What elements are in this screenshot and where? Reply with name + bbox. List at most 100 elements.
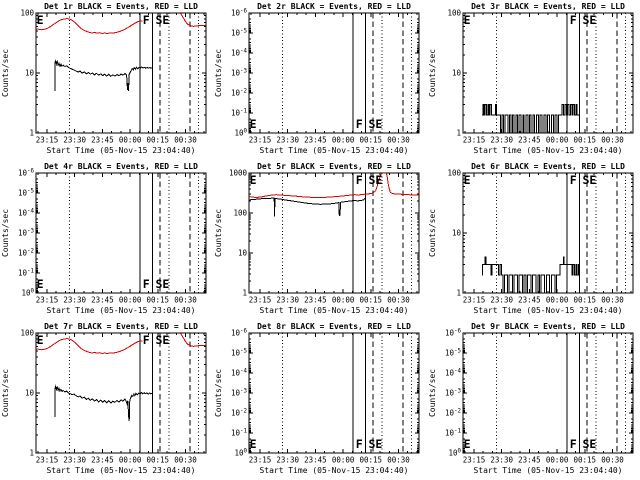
axis-ticks — [35, 172, 206, 294]
x-axis-title: Start Time (05-Nov-15 23:04:40) — [46, 146, 195, 155]
y-tick-label: 10-5 — [18, 189, 34, 198]
event-label-se: SE — [582, 13, 596, 27]
x-tick-label: 00:00 — [332, 295, 355, 304]
event-label-se: SE — [369, 117, 383, 131]
series-events-black-line — [481, 103, 580, 133]
panel-title: Det 5r BLACK = Events, RED = LLD — [257, 162, 411, 171]
x-tick-label: 23:45 — [91, 455, 114, 464]
y-tick-label: 10-4 — [18, 209, 34, 218]
x-tick-label: 00:00 — [119, 295, 142, 304]
event-label-f: F — [143, 277, 150, 291]
x-tick-label: 23:15 — [462, 135, 485, 144]
y-tick-label: 10 — [452, 229, 462, 238]
x-tick-label: 23:15 — [249, 455, 272, 464]
y-tick-label: 10-6 — [18, 169, 34, 178]
panel-title: Det 1r BLACK = Events, RED = LLD — [44, 2, 198, 11]
y-tick-label: 100 — [21, 288, 34, 297]
y-tick-label: 1 — [29, 128, 34, 137]
event-label-se: SE — [582, 173, 596, 187]
y-tick-label: 1 — [456, 128, 461, 137]
y-tick-label: 10 — [25, 69, 35, 78]
x-tick-label: 23:45 — [304, 135, 327, 144]
x-tick-label: 23:30 — [63, 295, 86, 304]
x-tick-label: 23:30 — [490, 295, 513, 304]
y-tick-label: 100 — [448, 448, 461, 457]
y-tick-label: 10-6 — [231, 9, 247, 18]
x-tick-label: 23:45 — [518, 455, 541, 464]
y-tick-label: 10-5 — [445, 349, 461, 358]
axis-ticks — [462, 332, 633, 454]
y-tick-label: 1 — [29, 448, 34, 457]
event-label-f: F — [356, 437, 363, 451]
y-axis-title: Counts/sec — [1, 209, 10, 257]
x-tick-label: 00:30 — [174, 455, 197, 464]
series-events-black-line — [249, 197, 367, 217]
y-tick-label: 10-4 — [231, 49, 247, 58]
event-label-se: SE — [156, 13, 170, 27]
x-tick-label: 23:15 — [36, 455, 59, 464]
y-axis-title: Counts/sec — [1, 369, 10, 417]
series-group — [481, 103, 580, 133]
x-tick-label: 00:00 — [332, 135, 355, 144]
event-label-f: F — [569, 13, 576, 27]
event-label-f: F — [356, 173, 363, 187]
event-label-e: E — [463, 437, 470, 451]
y-tick-label: 1000 — [229, 169, 248, 178]
y-tick-label: 10-1 — [231, 108, 247, 117]
x-tick-label: 23:45 — [304, 455, 327, 464]
x-tick-label: 00:15 — [360, 455, 383, 464]
x-axis-title: Start Time (05-Nov-15 23:04:40) — [260, 146, 409, 155]
x-tick-label: 00:30 — [174, 295, 197, 304]
y-axis-title: Counts/sec — [428, 49, 437, 97]
x-tick-label: 00:15 — [360, 135, 383, 144]
y-axis-title: Counts/sec — [214, 49, 223, 97]
x-tick-label: 23:30 — [277, 135, 300, 144]
event-label-se: SE — [369, 173, 383, 187]
event-label-e: E — [250, 117, 257, 131]
panel-det-4r: Det 4r BLACK = Events, RED = LLD 10-6 10-5… — [1, 162, 207, 315]
y-tick-label: 10 — [238, 248, 248, 257]
x-tick-label: 00:30 — [601, 295, 624, 304]
event-label-se: SE — [156, 277, 170, 291]
axis-ticks — [35, 332, 206, 454]
x-axis-title: Start Time (05-Nov-15 23:04:40) — [473, 146, 622, 155]
panel-title: Det 2r BLACK = Events, RED = LLD — [257, 2, 411, 11]
event-label-e: E — [250, 173, 257, 187]
event-label-e: E — [37, 277, 44, 291]
plot-box — [248, 12, 420, 134]
x-tick-label: 23:45 — [518, 295, 541, 304]
x-tick-label: 00:00 — [545, 295, 568, 304]
y-axis-title: Counts/sec — [1, 49, 10, 97]
x-axis-title: Start Time (05-Nov-15 23:04:40) — [46, 466, 195, 475]
y-tick-label: 10-1 — [445, 428, 461, 437]
y-tick-label: 100 — [20, 329, 34, 338]
y-tick-label: 10-4 — [445, 369, 461, 378]
y-axis-title: Counts/sec — [214, 209, 223, 257]
x-tick-label: 23:15 — [462, 295, 485, 304]
plot-box — [248, 332, 420, 454]
panel-det-3r: Det 3r BLACK = Events, RED = LLD10010123… — [428, 2, 634, 155]
y-tick-label: 10-3 — [231, 69, 247, 78]
event-lines — [282, 173, 413, 293]
x-tick-label: 00:15 — [573, 455, 596, 464]
y-tick-label: 10-2 — [231, 88, 247, 97]
y-tick-label: 10-3 — [445, 389, 461, 398]
x-axis-title: Start Time (05-Nov-15 23:04:40) — [260, 466, 409, 475]
x-tick-label: 00:00 — [545, 455, 568, 464]
y-tick-label: 100 — [20, 9, 34, 18]
x-tick-label: 23:30 — [277, 295, 300, 304]
event-label-f: F — [356, 117, 363, 131]
panel-det-7r: Det 7r BLACK = Events, RED = LLD10010123… — [1, 322, 207, 475]
event-label-f: F — [143, 333, 150, 347]
x-tick-label: 23:15 — [249, 295, 272, 304]
plot-box — [248, 172, 420, 294]
x-tick-label: 00:30 — [388, 455, 411, 464]
x-tick-label: 23:45 — [91, 295, 114, 304]
series-lld-red-line — [249, 173, 420, 199]
x-tick-label: 00:00 — [119, 455, 142, 464]
y-tick-label: 10-5 — [231, 29, 247, 38]
x-axis-title: Start Time (05-Nov-15 23:04:40) — [473, 306, 622, 315]
panel-title: Det 9r BLACK = Events, RED = LLD — [471, 322, 625, 331]
y-tick-label: 10-1 — [231, 428, 247, 437]
